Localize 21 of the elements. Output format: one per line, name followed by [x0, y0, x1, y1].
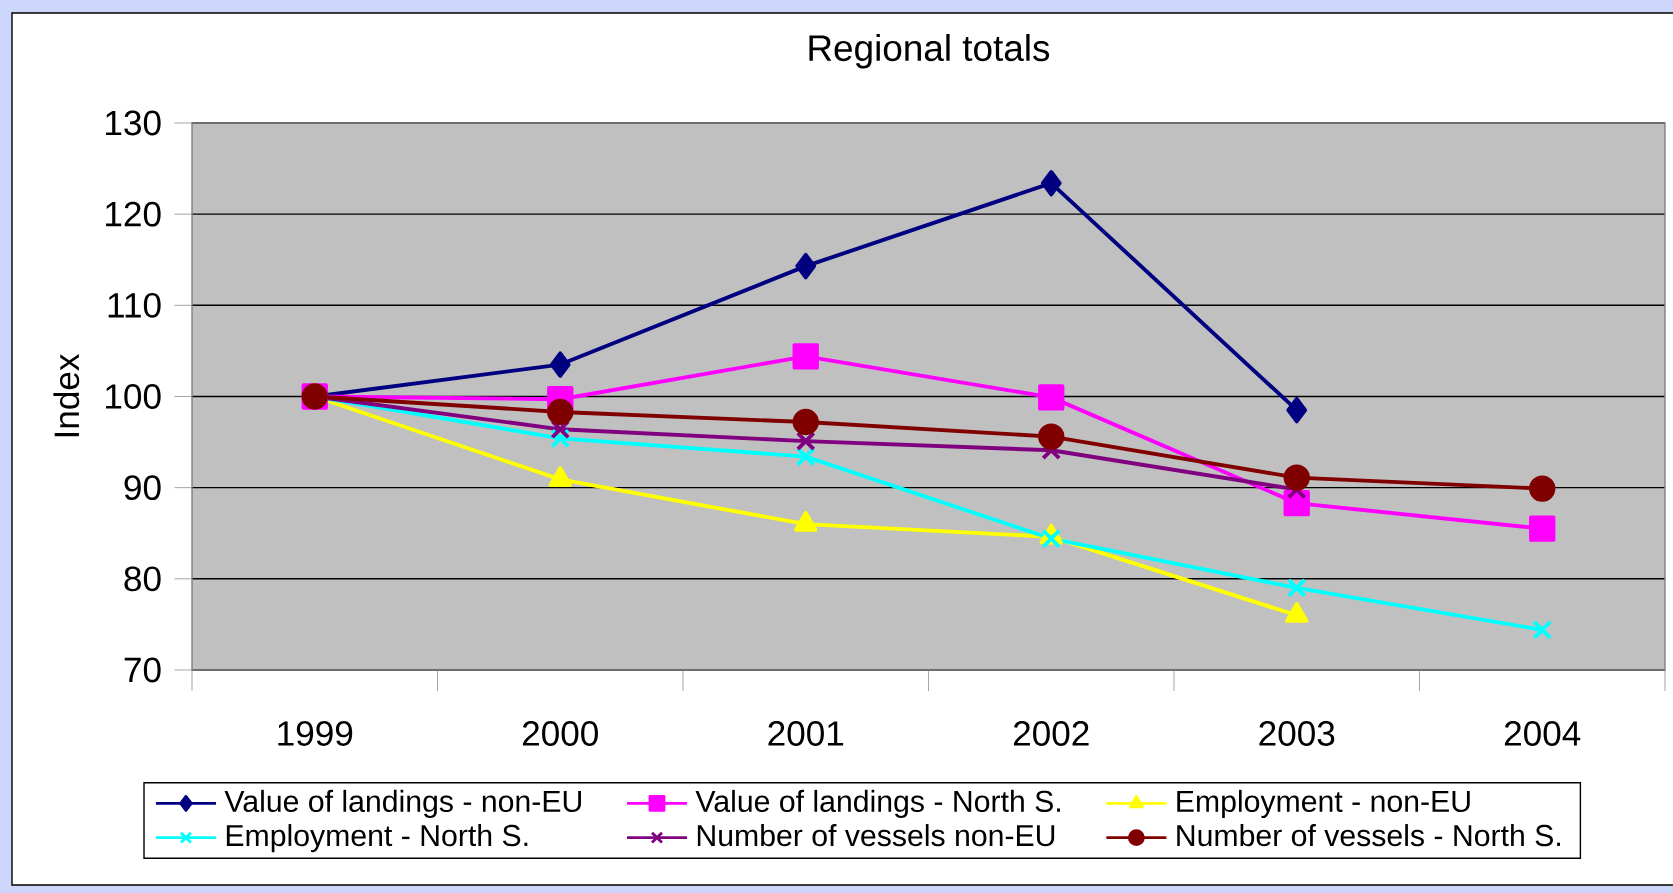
legend-label: Number of vessels - North S. [1177, 824, 1560, 847]
y-tick-label: 100 [106, 384, 161, 409]
chart-title: Regional totals [809, 34, 1050, 69]
x-tick-label: 2004 [1504, 721, 1581, 746]
x-tick-label: 2001 [768, 721, 844, 746]
legend-label: Value of landings - non-EU [224, 789, 581, 819]
y-tick-label: 110 [108, 292, 161, 318]
y-axis-title: Index [53, 353, 80, 437]
x-tick-label: 2002 [1013, 721, 1089, 746]
y-tick-label: 80 [124, 566, 161, 592]
y-tick-label: 70 [124, 657, 161, 683]
y-tick-label: 130 [106, 110, 161, 136]
y-tick-label: 90 [124, 475, 161, 501]
legend-label: Number of vessels non-EU [697, 824, 1055, 847]
y-tick-label: 120 [106, 201, 161, 227]
x-tick-label: 2003 [1259, 721, 1335, 746]
legend-label: Employment - non-EU [1177, 789, 1470, 819]
x-tick-label: 1999 [278, 721, 353, 746]
x-tick-label: 2000 [522, 721, 598, 746]
legend-label: Value of landings - North S. [695, 789, 1060, 819]
legend-label: Employment - North S. [226, 824, 528, 853]
